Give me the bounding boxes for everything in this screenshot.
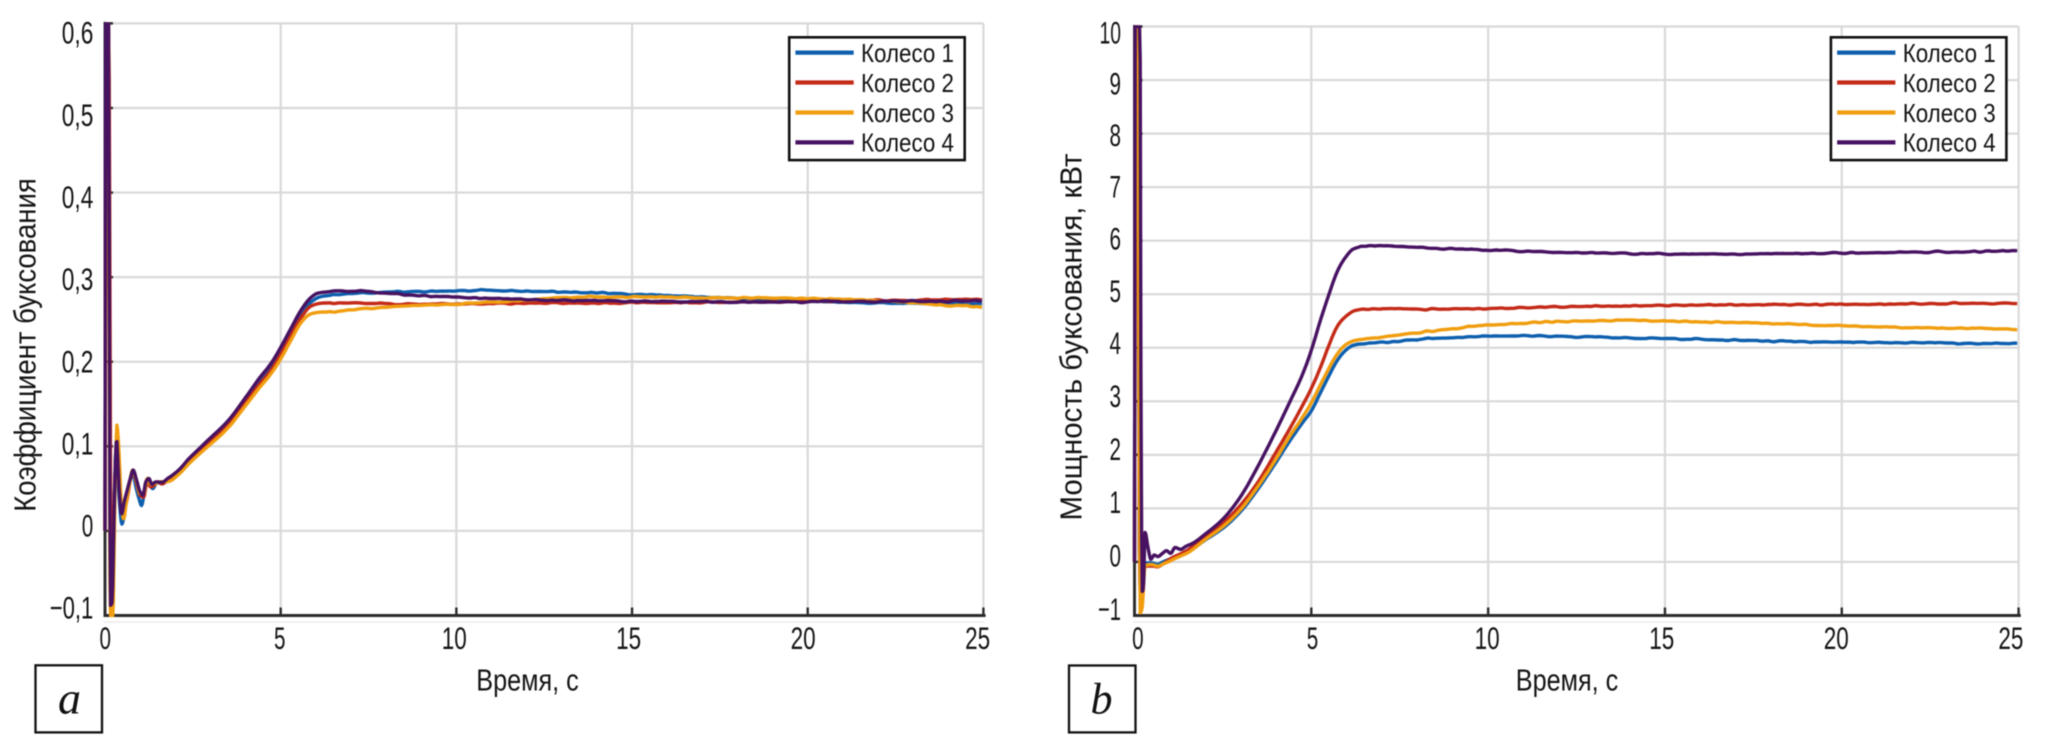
- svg-text:b: b: [1091, 675, 1113, 724]
- svg-text:−1: −1: [1098, 591, 1121, 627]
- svg-text:25: 25: [1998, 620, 2023, 656]
- svg-text:Колесо 1: Колесо 1: [861, 38, 954, 68]
- svg-text:−0,1: −0,1: [50, 590, 94, 626]
- svg-text:Время, с: Время, с: [476, 663, 579, 698]
- svg-text:10: 10: [1100, 14, 1122, 50]
- svg-text:10: 10: [1475, 620, 1500, 656]
- svg-text:0: 0: [99, 620, 111, 656]
- svg-text:0: 0: [1110, 537, 1122, 573]
- svg-text:5: 5: [1110, 273, 1122, 309]
- svg-text:15: 15: [616, 620, 641, 656]
- svg-text:Колесо 3: Колесо 3: [861, 98, 954, 128]
- svg-text:2: 2: [1110, 431, 1122, 467]
- svg-text:Время, с: Время, с: [1516, 663, 1619, 698]
- svg-text:0,3: 0,3: [62, 261, 94, 297]
- svg-text:3: 3: [1110, 378, 1122, 414]
- svg-text:8: 8: [1110, 117, 1122, 153]
- svg-text:Колесо 2: Колесо 2: [861, 68, 954, 98]
- svg-text:7: 7: [1110, 169, 1122, 205]
- svg-text:10: 10: [442, 620, 467, 656]
- svg-text:Колесо 4: Колесо 4: [1903, 128, 1996, 158]
- svg-text:Колесо 2: Колесо 2: [1903, 68, 1996, 98]
- svg-text:Колесо 3: Колесо 3: [1903, 98, 1996, 128]
- svg-text:Мощность буксования, кВт: Мощность буксования, кВт: [1054, 154, 1089, 521]
- svg-text:20: 20: [1824, 620, 1849, 656]
- svg-text:0,6: 0,6: [62, 15, 94, 51]
- svg-text:0: 0: [1132, 620, 1144, 656]
- svg-text:6: 6: [1110, 221, 1122, 257]
- svg-text:0,4: 0,4: [62, 179, 94, 215]
- svg-text:0,2: 0,2: [62, 343, 94, 379]
- svg-text:4: 4: [1110, 325, 1122, 361]
- svg-text:5: 5: [274, 620, 286, 656]
- svg-text:25: 25: [965, 620, 990, 656]
- svg-text:0,5: 0,5: [62, 97, 94, 133]
- svg-text:a: a: [58, 673, 81, 724]
- svg-text:15: 15: [1649, 620, 1674, 656]
- svg-text:Колесо 4: Колесо 4: [861, 128, 954, 158]
- svg-text:1: 1: [1110, 484, 1122, 520]
- svg-text:0,1: 0,1: [62, 425, 94, 461]
- svg-text:5: 5: [1307, 620, 1319, 656]
- svg-text:Колесо 1: Колесо 1: [1903, 38, 1996, 68]
- svg-text:Коэффициент буксования: Коэффициент буксования: [8, 178, 43, 512]
- svg-text:0: 0: [82, 508, 94, 544]
- svg-text:20: 20: [791, 620, 816, 656]
- svg-text:9: 9: [1110, 66, 1122, 102]
